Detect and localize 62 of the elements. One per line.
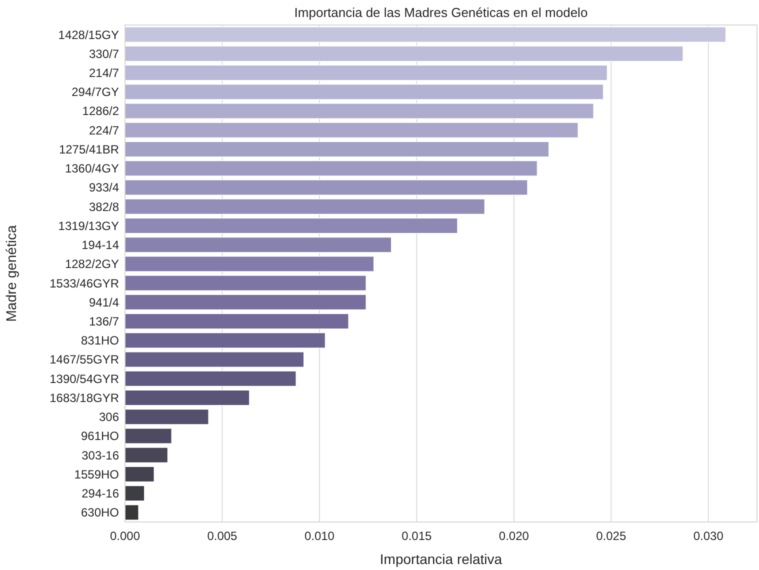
y-tick-label: 941/4 bbox=[88, 295, 120, 310]
bar bbox=[124, 198, 486, 215]
y-tick-label: 294-16 bbox=[82, 486, 120, 501]
bar bbox=[124, 447, 168, 464]
y-tick-label: 194-14 bbox=[82, 238, 120, 252]
y-tick-label: 1533/46GYR bbox=[50, 276, 120, 290]
y-tick-label: 961HO bbox=[80, 429, 119, 444]
bar bbox=[124, 408, 210, 425]
x-tick-label: 0.005 bbox=[207, 529, 238, 543]
y-tick-label: 294/7GY bbox=[72, 85, 119, 100]
bar bbox=[124, 332, 326, 348]
bar bbox=[124, 122, 578, 138]
y-tick-label: 831HO bbox=[80, 334, 119, 348]
y-tick-label: 306 bbox=[98, 410, 120, 424]
y-tick-label: 330/7 bbox=[88, 46, 120, 61]
y-tick-label: 303-16 bbox=[82, 448, 120, 462]
bar bbox=[124, 485, 145, 502]
bar bbox=[124, 102, 594, 120]
bar bbox=[124, 466, 155, 482]
y-tick-label: 1282/2GY bbox=[64, 257, 119, 272]
x-tick-label: 0.025 bbox=[596, 529, 626, 543]
bar bbox=[124, 236, 392, 253]
y-tick-label: 214/7 bbox=[88, 66, 120, 80]
bar bbox=[124, 370, 297, 387]
bar bbox=[124, 256, 374, 272]
x-tick-label: 0.010 bbox=[304, 529, 335, 543]
bar bbox=[124, 428, 172, 444]
bar bbox=[124, 218, 458, 234]
y-tick-label: 630HO bbox=[80, 506, 119, 520]
y-tick-label: 1683/18GYR bbox=[50, 390, 120, 405]
bar bbox=[124, 390, 250, 406]
x-axis-title: Importancia relativa bbox=[380, 551, 502, 567]
y-tick-label: 1467/55GYR bbox=[50, 352, 120, 367]
x-tick-label: 0.015 bbox=[402, 529, 432, 543]
y-tick-label: 382/8 bbox=[88, 200, 120, 214]
bar bbox=[124, 160, 538, 176]
y-axis-title: Madre genética bbox=[3, 225, 19, 322]
y-tick-label: 224/7 bbox=[88, 123, 120, 138]
x-tick-label: 0.030 bbox=[693, 529, 724, 543]
bar bbox=[124, 84, 604, 100]
bar bbox=[124, 46, 684, 62]
bar bbox=[124, 64, 608, 81]
bar bbox=[124, 351, 304, 368]
y-tick-label: 1559HO bbox=[74, 467, 119, 482]
y-tick-label: 1360/4GY bbox=[64, 162, 119, 176]
x-tick-label: 0.000 bbox=[110, 529, 140, 543]
bar bbox=[124, 313, 350, 330]
bar bbox=[124, 141, 550, 158]
y-tick-label: 1286/2 bbox=[82, 104, 120, 118]
bar bbox=[124, 504, 140, 520]
y-tick-label: 1319/13GY bbox=[58, 218, 119, 233]
x-tick-label: 0.020 bbox=[498, 529, 530, 543]
y-tick-label: 136/7 bbox=[88, 314, 120, 328]
y-tick-label: 1428/15GY bbox=[58, 28, 119, 42]
bar bbox=[124, 179, 528, 196]
chart-title: Importancia de las Madres Genéticas en el modelo bbox=[294, 5, 588, 20]
bar bbox=[124, 294, 367, 310]
bar bbox=[124, 275, 367, 292]
y-tick-label: 1275/41BR bbox=[58, 142, 120, 156]
y-tick-label: 933/4 bbox=[88, 180, 120, 195]
y-tick-label: 1390/54GYR bbox=[50, 372, 120, 386]
bar bbox=[124, 26, 726, 43]
